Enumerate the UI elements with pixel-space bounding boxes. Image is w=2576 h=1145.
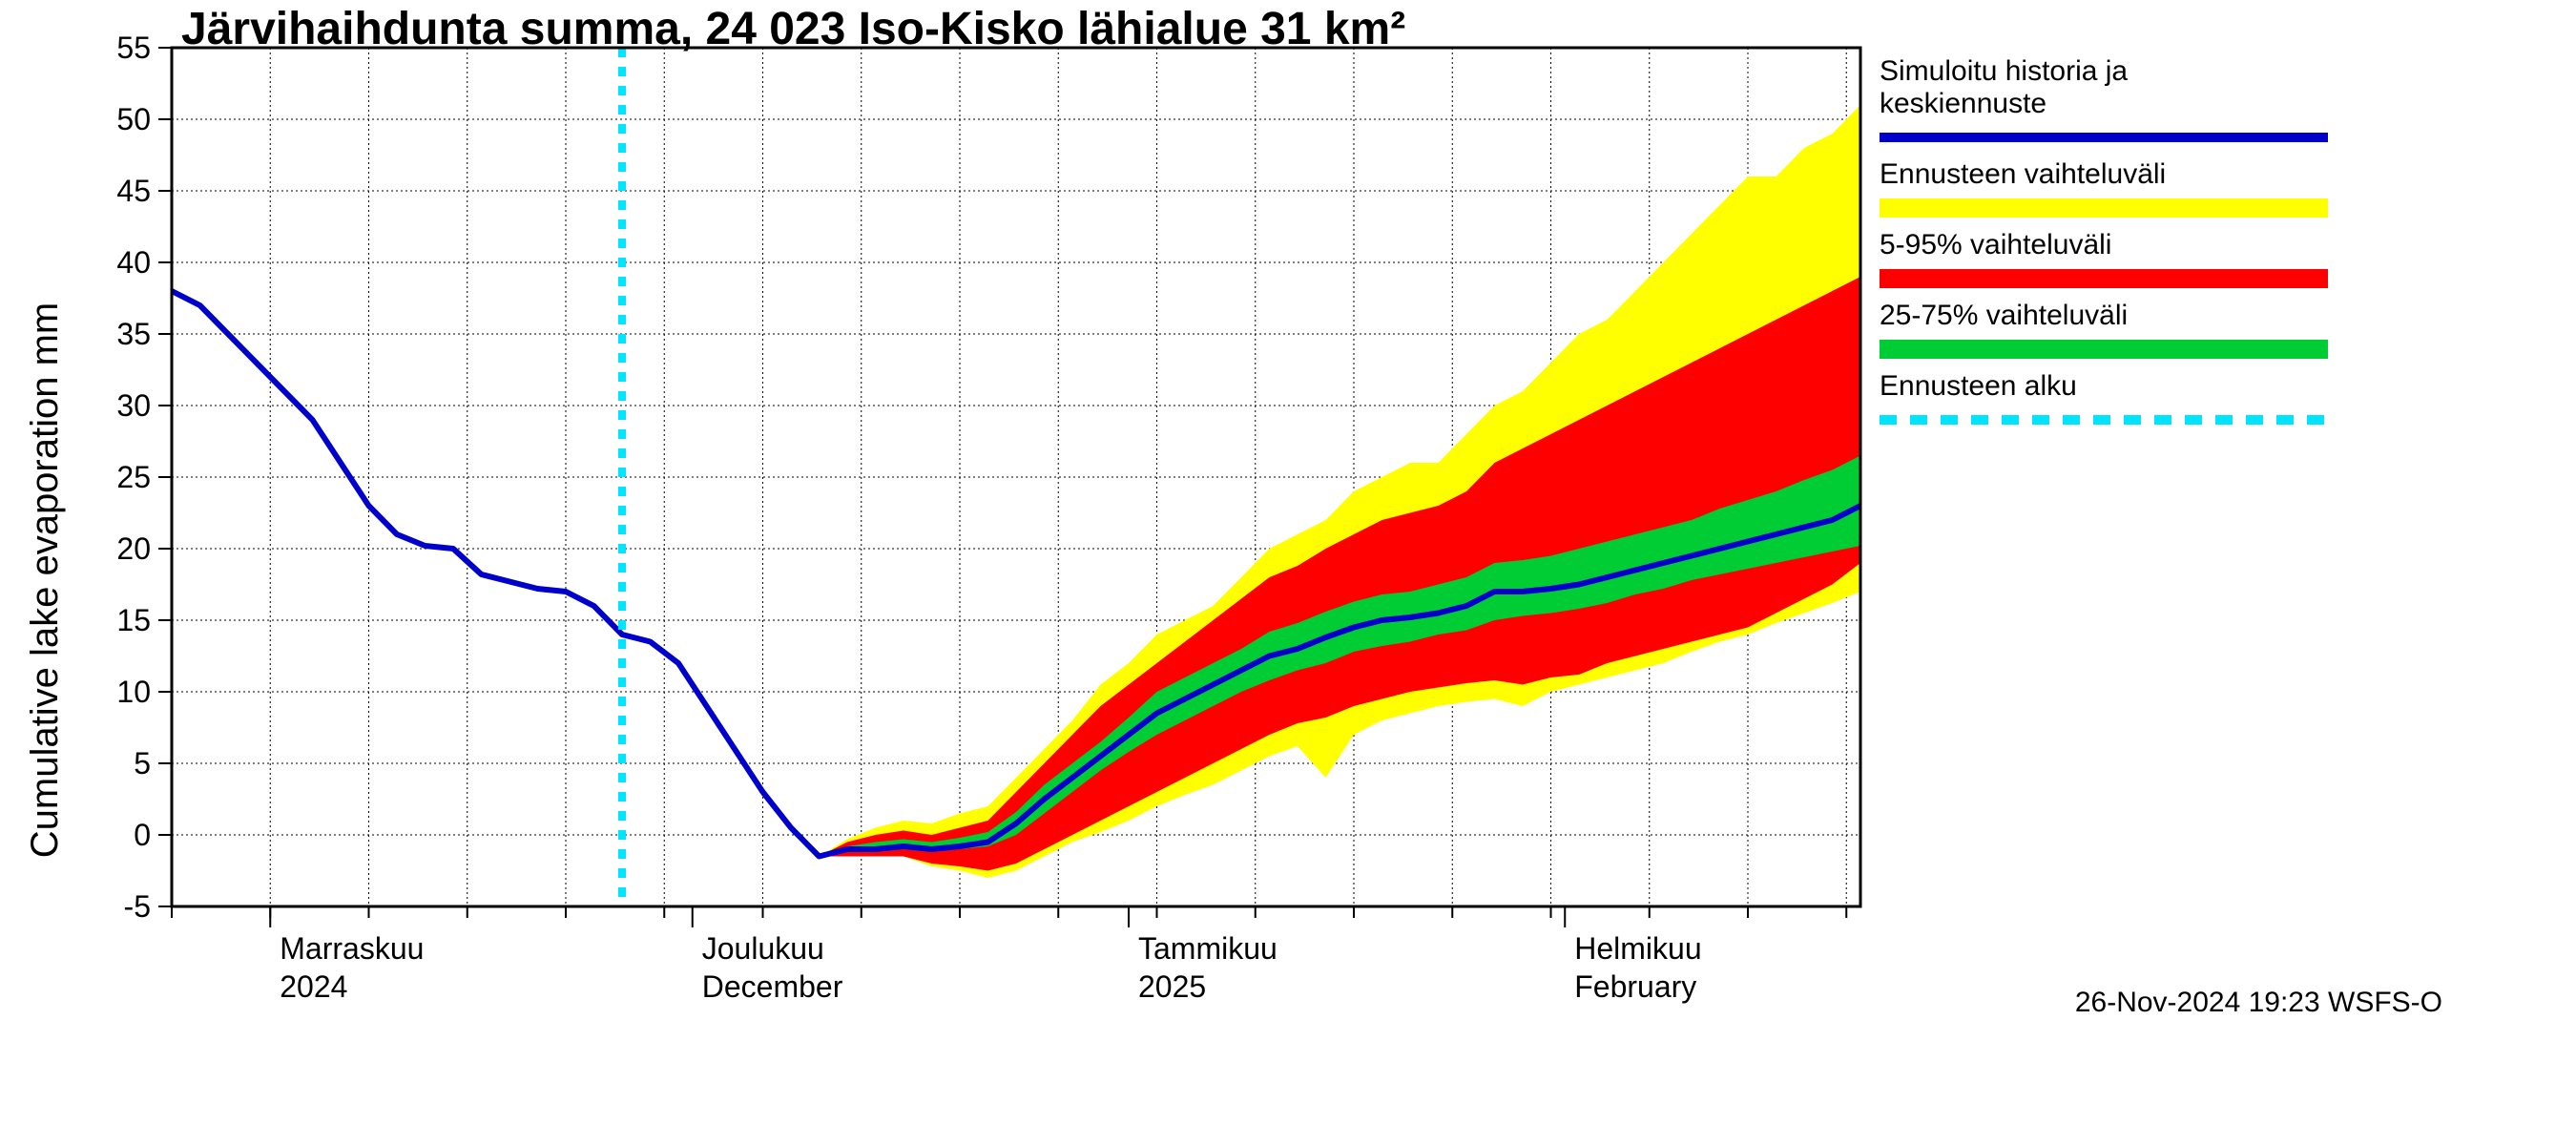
- svg-text:45: 45: [116, 174, 151, 208]
- x-label-bottom: 2024: [280, 969, 347, 1004]
- legend-swatch: [1880, 198, 2328, 218]
- legend: Simuloitu historia jakeskiennuste Ennuste…: [1880, 55, 2328, 420]
- chart-svg: -50510152025303540455055Marraskuu2024Jou…: [0, 0, 2576, 1145]
- svg-text:25: 25: [116, 460, 151, 494]
- svg-text:40: 40: [116, 245, 151, 280]
- svg-text:20: 20: [116, 531, 151, 566]
- svg-text:15: 15: [116, 603, 151, 637]
- legend-swatch: [1880, 269, 2328, 288]
- svg-text:50: 50: [116, 102, 151, 136]
- svg-text:10: 10: [116, 675, 151, 709]
- x-label-top: Marraskuu: [280, 931, 424, 966]
- svg-text:55: 55: [116, 31, 151, 65]
- x-label-top: Joulukuu: [702, 931, 824, 966]
- svg-text:30: 30: [116, 388, 151, 423]
- y-axis-label: Cumulative lake evaporation mm: [24, 302, 66, 858]
- svg-text:-5: -5: [124, 889, 151, 924]
- svg-text:5: 5: [134, 746, 151, 781]
- x-label-bottom: December: [702, 969, 843, 1004]
- x-label-bottom: February: [1574, 969, 1696, 1004]
- chart-title: Järvihaihdunta summa, 24 023 Iso-Kisko l…: [181, 4, 1405, 54]
- x-label-bottom: 2025: [1138, 969, 1206, 1004]
- legend-label: Ennusteen vaihteluväli: [1880, 158, 2166, 190]
- legend-label: Simuloitu historia ja: [1880, 55, 2128, 87]
- timestamp: 26-Nov-2024 19:23 WSFS-O: [2075, 987, 2442, 1018]
- legend-label: 5-95% vaihteluväli: [1880, 229, 2111, 260]
- svg-text:35: 35: [116, 317, 151, 351]
- legend-label: 25-75% vaihteluväli: [1880, 300, 2128, 331]
- x-label-top: Helmikuu: [1574, 931, 1701, 966]
- legend-label: keskiennuste: [1880, 88, 2046, 119]
- legend-label: Ennusteen alku: [1880, 370, 2077, 402]
- legend-swatch: [1880, 340, 2328, 359]
- x-label-top: Tammikuu: [1138, 931, 1278, 966]
- chart-container: -50510152025303540455055Marraskuu2024Jou…: [0, 0, 2576, 1145]
- svg-text:0: 0: [134, 818, 151, 852]
